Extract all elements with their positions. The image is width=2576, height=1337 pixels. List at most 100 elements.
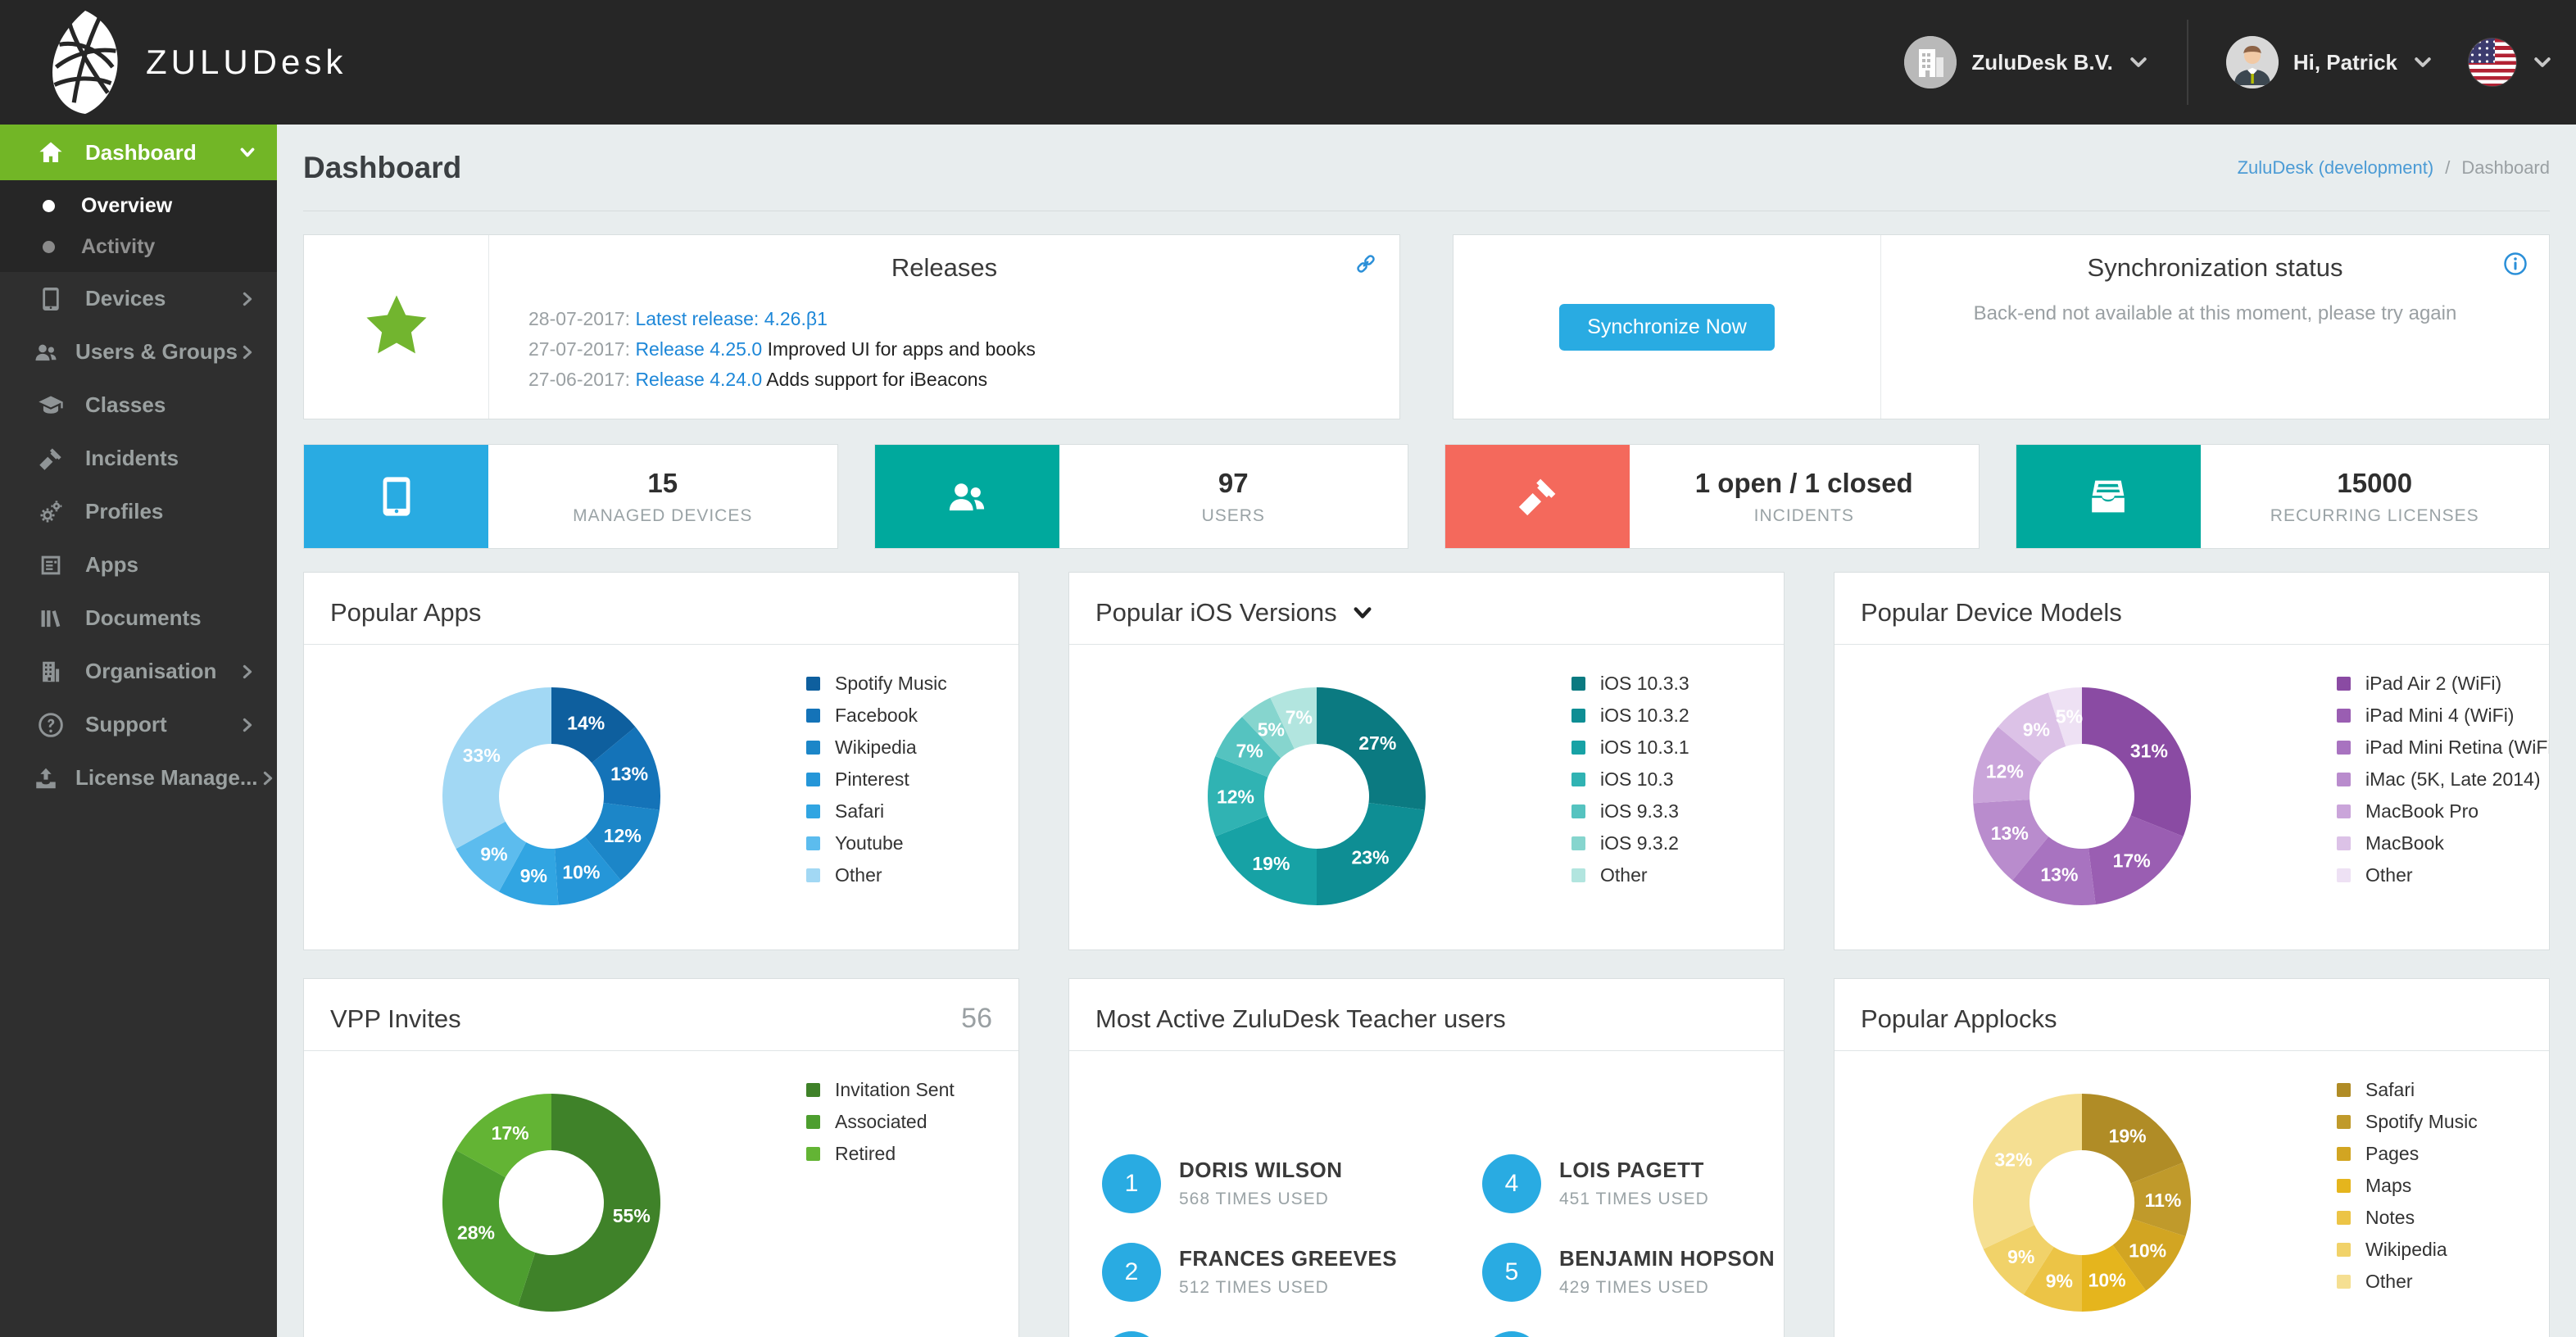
language-menu[interactable] [2468,38,2553,87]
sidebar-item-label: Support [85,712,167,736]
legend-swatch [806,709,820,723]
legend-item: Other [2337,1266,2478,1298]
leaf-logo-icon [46,9,125,116]
sidebar-item-devices[interactable]: Devices [0,272,277,325]
chevron-right-icon [238,289,257,309]
topbar-divider [2186,20,2188,105]
donut-slice [1998,692,2066,764]
releases-star-pane [304,235,489,419]
legend-label: Spotify Music [835,673,947,694]
sidebar-item-organisation[interactable]: Organisation [0,645,277,698]
legend-label: iOS 10.3.1 [1600,736,1689,758]
teacher-info: BENJAMIN HOPSON 429 TIMES USED [1559,1243,1775,1302]
legend-label: Other [2365,1271,2413,1292]
link-icon[interactable] [1354,252,1378,276]
legend-swatch [806,868,820,882]
card-count-badge: 56 [961,1003,992,1034]
info-icon[interactable] [2503,252,2528,276]
breadcrumb-separator: / [2445,156,2451,178]
app-list-icon [33,552,69,578]
teacher-info: FRANCES GREEVES 512 TIMES USED [1179,1243,1397,1302]
releases-card: Releases 28-07-2017: Latest release: 4.2… [303,234,1400,419]
rank-badge: 3 [1102,1331,1161,1337]
donut-slice [2023,1247,2082,1312]
sidebar-subitem-overview[interactable]: Overview [0,185,277,226]
release-list: 28-07-2017: Latest release: 4.26.β1 27-0… [528,304,1036,395]
release-link[interactable]: Latest release: 4.26.β1 [635,308,828,329]
chart-legend: Spotify Music Facebook Wikipedia Pintere… [806,668,947,891]
stat-value: 15000 [2337,467,2413,498]
users-icon [874,445,1059,548]
graduation-cap-icon [33,392,69,419]
legend-item: iOS 10.3.1 [1571,732,1689,764]
donut-slice [2088,815,2184,904]
legend-swatch [2337,709,2351,723]
legend-swatch [2337,741,2351,755]
legend-swatch [2337,677,2351,691]
stat-body: 97 USERS [1059,445,1408,548]
sidebar-item-incidents[interactable]: Incidents [0,432,277,485]
legend-item: Other [2337,859,2549,891]
breadcrumb-current: Dashboard [2461,156,2550,178]
sidebar-subitem-activity[interactable]: Activity [0,226,277,267]
sidebar-item-label: Classes [85,392,166,417]
donut-slice-label: 9% [520,865,547,886]
release-link[interactable]: Release 4.24.0 [635,369,763,390]
donut-chart: 55% 28% 17% [442,1094,661,1312]
legend-item: iOS 10.3.2 [1571,700,1689,732]
sidebar-item-profiles[interactable]: Profiles [0,485,277,538]
hammer-icon [1445,445,1630,548]
chart-card-popular-device-models: Popular Device Models 31% 17% 13% 13% 12% 9% 5… [1834,572,2550,950]
donut-slice-label: 17% [2113,850,2151,871]
breadcrumb-link[interactable]: ZuluDesk (development) [2237,156,2434,178]
legend-item: Associated [806,1106,955,1138]
user-menu[interactable]: Hi, Patrick [2225,36,2433,88]
donut-slice [2082,1244,2147,1312]
teacher-name: LEON SMITH [1559,1335,1709,1337]
sidebar-item-label: Dashboard [85,139,197,165]
synchronize-now-button[interactable]: Synchronize Now [1559,303,1775,351]
legend-label: iOS 10.3 [1600,768,1674,790]
donut-slice [555,836,621,905]
rank-badge: 6 [1482,1331,1541,1337]
chevron-right-icon [238,662,257,682]
sync-title: Synchronization status [2087,253,2343,282]
chevron-down-icon[interactable] [1350,601,1375,625]
donut-slice-label: 17% [492,1122,529,1144]
organisation-menu-label: ZuluDesk B.V. [1971,49,2113,75]
sidebar-item-users-groups[interactable]: Users & Groups [0,325,277,378]
archive-icon [2016,445,2201,548]
sidebar-submenu: Overview Activity [0,180,277,272]
donut-slice [1270,687,1317,750]
sidebar-item-apps[interactable]: Apps [0,538,277,591]
gears-icon [33,499,69,525]
donut-slice [2048,687,2082,747]
release-link[interactable]: Release 4.25.0 [635,338,763,360]
legend-item: Safari [806,795,947,827]
sidebar-item-classes[interactable]: Classes [0,378,277,432]
legend-label: Safari [835,800,885,822]
stat-card-managed-devices: 15 MANAGED DEVICES [303,444,838,549]
sidebar-item-documents[interactable]: Documents [0,591,277,645]
sidebar-item-support[interactable]: Support [0,698,277,751]
donut-slice [1973,1094,2082,1249]
stat-value: 15 [647,467,678,498]
teacher-usage: 429 TIMES USED [1559,1278,1709,1297]
legend-swatch [1571,741,1585,755]
donut-slice [1317,803,1425,905]
teacher-usage: 568 TIMES USED [1179,1190,1329,1208]
sidebar-item-license-manage[interactable]: License Manage... [0,751,277,804]
legend-label: Spotify Music [2365,1111,2478,1132]
teacher-name: DORIS WILSON [1179,1158,1343,1182]
legend-item: iOS 9.3.3 [1571,795,1689,827]
organisation-menu[interactable]: ZuluDesk B.V. [1904,36,2148,88]
sidebar-item-dashboard[interactable]: Dashboard [0,125,277,180]
donut-slice [2112,1218,2186,1291]
teacher-row: 1 DORIS WILSON 568 TIMES USED [1102,1154,1343,1213]
stat-card-recurring-licenses: 15000 RECURRING LICENSES [2015,444,2550,549]
legend-item: Maps [2337,1170,2478,1202]
donut-slice [584,803,660,881]
rank-badge: 2 [1102,1243,1161,1302]
card-title: VPP Invites [330,1004,461,1033]
sync-card: Synchronize Now Synchronization status B… [1453,234,2550,419]
